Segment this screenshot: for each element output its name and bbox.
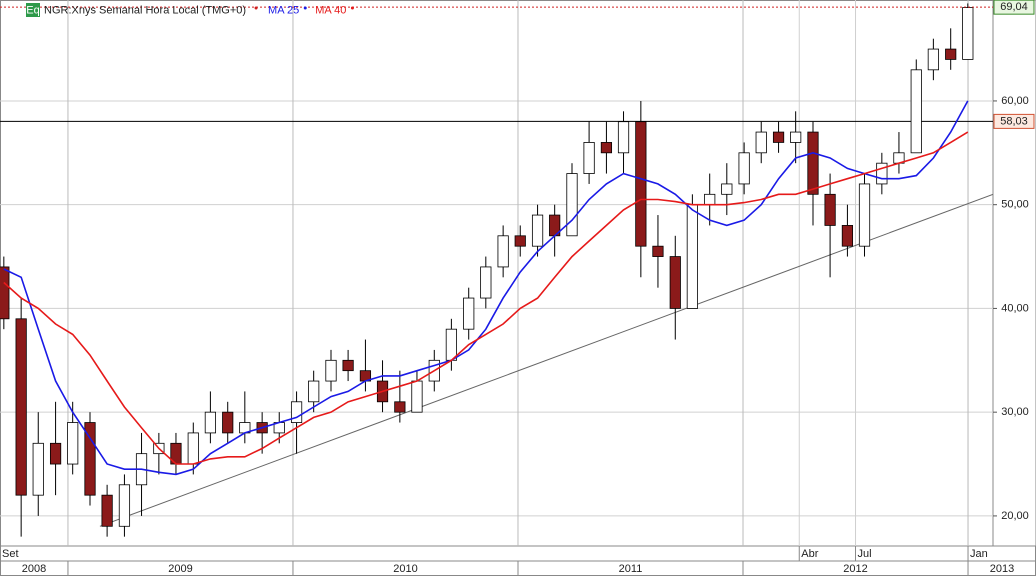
- candle-body: [945, 48, 957, 60]
- candle-body: [445, 328, 457, 361]
- legend-label: MA 25: [268, 4, 299, 16]
- candle-body: [652, 245, 664, 257]
- candle-body: [290, 401, 303, 423]
- candle-body: [49, 442, 62, 465]
- candle-body: [617, 121, 630, 154]
- candle-body: [962, 7, 974, 60]
- year-label: 2012: [843, 563, 867, 575]
- y-tick-label: 20,00: [1001, 510, 1029, 522]
- candle-body: [497, 235, 509, 268]
- candle-body: [738, 152, 750, 185]
- candle-body: [222, 411, 234, 434]
- year-label: 2013: [990, 563, 1014, 575]
- y-axis-panel: [992, 0, 1036, 547]
- year-label: 2009: [168, 563, 192, 575]
- candle-body: [583, 142, 595, 174]
- y-tick-label: 50,00: [1001, 199, 1029, 211]
- legend-label: MA 40: [315, 4, 346, 16]
- legend-dot: [350, 6, 354, 10]
- candle-body: [531, 214, 544, 247]
- candle-body: [910, 69, 922, 154]
- level-label: 58,03: [1000, 115, 1028, 127]
- candle-body: [118, 484, 131, 527]
- y-tick-label: 30,00: [1001, 406, 1029, 418]
- trendline: [99, 193, 993, 527]
- candle-body: [686, 204, 698, 309]
- candle-body: [308, 380, 320, 403]
- candle-body: [480, 266, 492, 299]
- candle-body: [790, 131, 802, 143]
- candle-body: [411, 380, 423, 413]
- candle-body: [84, 422, 96, 496]
- candle-body: [807, 131, 819, 195]
- candle-body: [204, 411, 216, 434]
- candle-body: [67, 422, 79, 465]
- legend-dot: [303, 6, 307, 10]
- ma-line: [3, 100, 969, 476]
- last-price-label: 69,04: [1000, 1, 1028, 13]
- candle-body: [635, 121, 647, 247]
- legend-dot: [254, 6, 258, 10]
- candle-body: [876, 162, 888, 185]
- y-tick-label: 60,00: [1001, 95, 1029, 107]
- candle-body: [463, 297, 475, 330]
- candle-body: [669, 256, 681, 309]
- icon-box: [26, 3, 40, 17]
- level-tag: [993, 113, 1035, 129]
- candle-body: [187, 432, 199, 465]
- candle-body: [325, 359, 337, 382]
- candle-body: [394, 401, 406, 413]
- candle-body: [841, 225, 854, 247]
- candle-body: [772, 131, 785, 143]
- candle-body: [721, 183, 733, 195]
- x-tick-label: Abr: [801, 548, 818, 560]
- ma-line: [3, 131, 969, 465]
- icon-text: Eq: [26, 4, 39, 16]
- candle-body: [15, 318, 27, 496]
- year-label: 2011: [619, 563, 643, 575]
- candle-body: [101, 494, 113, 527]
- year-label: 2010: [393, 563, 417, 575]
- candle-body: [927, 48, 939, 71]
- candle-body: [32, 442, 44, 496]
- candle-body: [0, 266, 10, 320]
- plot: [0, 0, 993, 546]
- candle-body: [566, 173, 578, 237]
- x-tick-label: Jan: [970, 548, 988, 560]
- last-price-tag: [993, 0, 1035, 15]
- year-label: 2008: [22, 563, 46, 575]
- x-tick-label: Jul: [858, 548, 872, 560]
- candle-body: [342, 359, 354, 372]
- candle-body: [514, 235, 526, 247]
- candle-body: [755, 131, 767, 154]
- x-tick-label: Set: [2, 548, 19, 560]
- y-tick-label: 40,00: [1001, 302, 1029, 314]
- candle-body: [600, 142, 613, 154]
- candle-body: [824, 193, 836, 226]
- candle-body: [704, 193, 716, 206]
- chart-title: NGR:Xnys Semanal Hora Local (TMG+0): [44, 4, 246, 16]
- candle-body: [858, 183, 871, 247]
